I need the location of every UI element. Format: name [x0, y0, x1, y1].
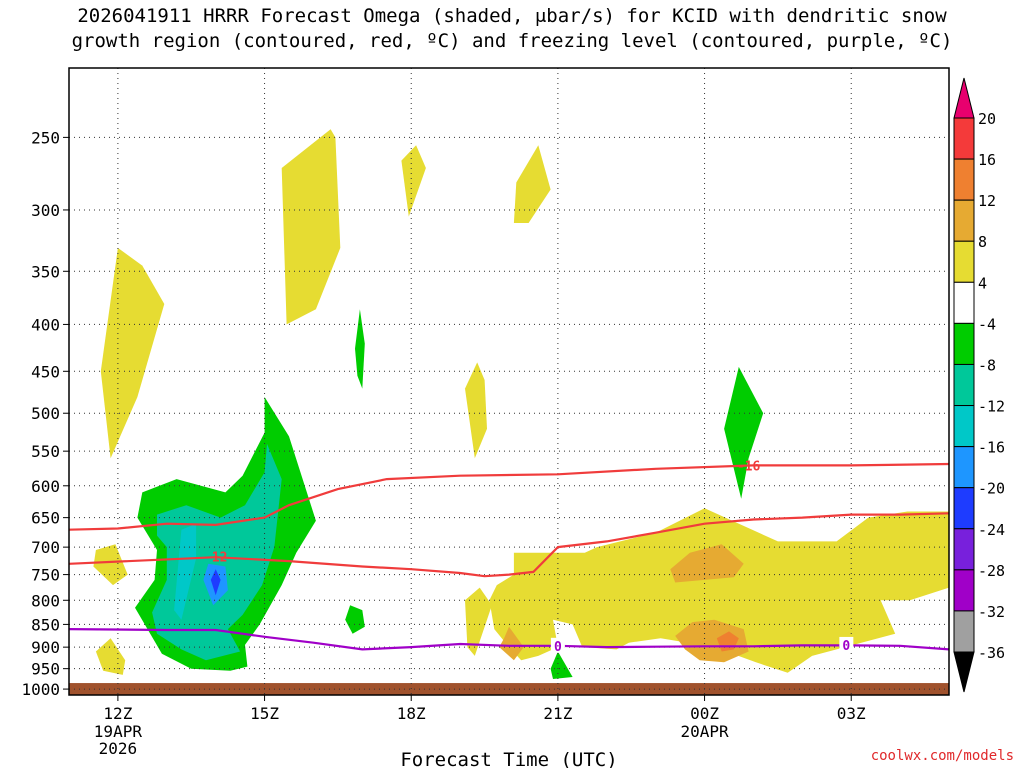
colorbar-segment [953, 117, 975, 160]
colorbar-tick-label: -4 [978, 315, 996, 333]
x-tick-label: 15Z [250, 704, 279, 723]
colorbar-tick-label: 8 [978, 233, 987, 251]
freezing-label-bg [550, 637, 565, 653]
colorbar-segment [953, 322, 975, 365]
y-tick-label: 300 [31, 201, 60, 220]
omega-region-11 [675, 619, 749, 663]
omega-region-10 [499, 626, 524, 661]
colorbar-segment [953, 158, 975, 201]
omega-region-21 [210, 569, 221, 596]
y-tick-label: 800 [31, 591, 60, 610]
colorbar-segment [953, 610, 975, 653]
y-tick-label: 1000 [21, 680, 60, 699]
colorbar-segment [953, 487, 975, 530]
x-tick-label: 00Z [690, 704, 719, 723]
colorbar-top-arrow [953, 77, 975, 119]
y-tick-label: 450 [31, 362, 60, 381]
colorbar-tick-label: -24 [978, 521, 1005, 539]
colorbar-legend: 20 16 12 8 4 -4 -8 -12 -16 -20 -24 -28 -32 -36 [953, 77, 1005, 693]
x-tick-sublabel: 20APR [680, 722, 729, 741]
omega-region-1 [100, 247, 165, 459]
colorbar-tick-label: -32 [978, 603, 1005, 621]
y-tick-label: 700 [31, 538, 60, 557]
colorbar-tick-label: -20 [978, 480, 1005, 498]
x-tick-label: 03Z [837, 704, 866, 723]
omega-region-6 [95, 638, 126, 675]
plot-frame [68, 67, 950, 696]
colorbar-segment [953, 528, 975, 571]
colorbar-segment [953, 199, 975, 242]
y-tick-label: 950 [31, 660, 60, 679]
freezing-label-bg [839, 636, 854, 652]
colorbar-segment [953, 405, 975, 448]
omega-region-7 [465, 587, 492, 656]
colorbar-tick-label: -16 [978, 439, 1005, 457]
omega-region-8 [489, 508, 949, 673]
x-tick-sublabel: 2026 [99, 739, 138, 758]
colorbar-segment [953, 446, 975, 489]
red-contour-line [69, 462, 949, 531]
colorbar-tick-label: 4 [978, 274, 987, 292]
x-tick-sublabel: 19APR [94, 722, 143, 741]
chart-title-line-2: growth region (contoured, red, ºC) and f… [71, 30, 953, 52]
x-tick-label: 21Z [543, 704, 572, 723]
omega-region-9 [670, 544, 744, 583]
freezing-level-line [69, 628, 949, 651]
freezing-level-label: 0 [554, 640, 562, 655]
x-tick-label: 18Z [397, 704, 426, 723]
y-tick-label: 400 [31, 315, 60, 334]
omega-shading-layer [93, 129, 949, 679]
y-tick-label: 750 [31, 566, 60, 585]
colorbar-bottom-arrow [953, 651, 975, 693]
colorbar-tick-label: 12 [978, 192, 996, 210]
colorbar-tick-label: -8 [978, 356, 996, 374]
colorbar-segment [953, 569, 975, 612]
chart-title: 2026041911 HRRR Forecast Omega (shaded, … [0, 4, 1024, 54]
freezing-level-label: 0 [842, 639, 850, 654]
chart-title-line-1: 2026041911 HRRR Forecast Omega (shaded, … [77, 5, 947, 27]
colorbar-segment [953, 240, 975, 283]
colorbar-tick-label: -36 [978, 644, 1005, 662]
contour-layer: -12 -16 0 0 [69, 459, 949, 655]
y-tick-label: 350 [31, 262, 60, 281]
omega-region-0 [281, 129, 341, 325]
x-tick-label: 12Z [103, 704, 132, 723]
grid-layer [69, 68, 949, 695]
omega-region-2 [401, 145, 426, 217]
colorbar-tick-label: -28 [978, 562, 1005, 580]
y-tick-label: 600 [31, 477, 60, 496]
omega-region-19 [174, 523, 197, 620]
colorbar-segment [953, 281, 975, 324]
omega-region-15 [345, 605, 365, 634]
y-tick-label: 850 [31, 615, 60, 634]
y-tick-label: 650 [31, 509, 60, 528]
omega-region-13 [355, 309, 365, 389]
red-contour-line [69, 512, 949, 578]
omega-region-16 [550, 651, 573, 679]
omega-region-4 [465, 362, 487, 459]
y-tick-label: 500 [31, 404, 60, 423]
red-contour-label: -16 [737, 459, 761, 474]
red-contour-label: -12 [204, 551, 227, 566]
y-tick-label: 250 [31, 128, 60, 147]
colorbar-tick-label: -12 [978, 398, 1005, 416]
colorbar-tick-label: 20 [978, 110, 996, 128]
y-tick-label: 550 [31, 442, 60, 461]
y-axis: 250 300 350 400 450 500 550 600 650 700 750 800 850 9… [21, 128, 69, 699]
x-axis-label: Forecast Time (UTC) [400, 749, 617, 768]
credit-text: coolwx.com/models [870, 748, 1014, 764]
y-tick-label: 900 [31, 638, 60, 657]
colorbar-segment [953, 363, 975, 407]
colorbar-tick-label: 16 [978, 151, 996, 169]
omega-region-3 [513, 145, 551, 223]
